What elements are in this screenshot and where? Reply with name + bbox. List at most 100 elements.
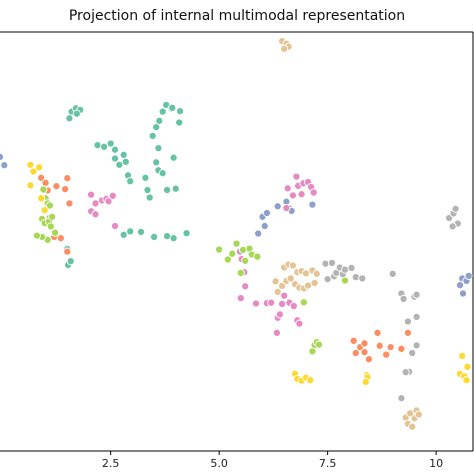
scatter-point-teal xyxy=(169,234,178,243)
scatter-point-gray xyxy=(408,348,417,358)
scatter-point-tan xyxy=(271,277,280,286)
x-ticks: 2.5 5.0 7.5 10 xyxy=(102,451,443,470)
scatter-point-pink xyxy=(251,299,261,308)
scatter-point-tan xyxy=(408,422,417,431)
scatter-point-lime xyxy=(32,231,41,240)
scatter-point-gray xyxy=(327,258,337,267)
scatter-point-yellow xyxy=(458,351,467,360)
scatter-point-pink xyxy=(108,191,117,200)
scatter-point-teal xyxy=(143,185,152,195)
scatter-point-lime xyxy=(314,340,323,349)
scatter-point-teal xyxy=(93,141,102,150)
scatter-point-gray xyxy=(340,265,350,274)
scatter-point-lime xyxy=(45,201,54,210)
scatter-point-tan xyxy=(406,409,415,418)
scatter-point-lime xyxy=(232,239,241,248)
scatter-point-teal xyxy=(176,107,185,116)
scatter-point-pink xyxy=(280,291,289,300)
scatter-point-lime xyxy=(48,212,57,221)
scatter-point-gray xyxy=(401,368,410,377)
scatter-point-teal xyxy=(145,193,154,202)
axes-frame xyxy=(0,31,474,452)
scatter-point-gray xyxy=(321,259,330,268)
scatter-point-tan xyxy=(312,269,321,278)
scatter-point-yellow xyxy=(26,160,35,169)
scatter-point-blue xyxy=(0,161,9,170)
scatter-point-pink xyxy=(236,294,245,303)
scatter-point-pink xyxy=(288,191,297,200)
scatter-point-pink xyxy=(289,301,298,311)
scatter-point-teal xyxy=(150,232,159,241)
scatter-point-tan xyxy=(288,261,297,270)
scatter-point-gray xyxy=(412,290,421,299)
points-layer xyxy=(0,37,473,431)
scatter-point-blue xyxy=(273,202,282,211)
scatter-point-teal xyxy=(155,116,164,125)
x-tick-label: 10 xyxy=(429,457,443,470)
scatter-point-gray xyxy=(403,317,412,326)
scatter-point-yellow xyxy=(462,376,471,385)
scatter-point-blue xyxy=(464,271,473,280)
scatter-point-yellow xyxy=(35,163,44,172)
scatter-point-blue xyxy=(262,208,271,218)
scatter-point-pink xyxy=(278,299,287,308)
scatter-point-orange xyxy=(386,343,395,352)
scatter-point-teal xyxy=(126,227,135,236)
scatter-point-blue xyxy=(308,200,317,209)
scatter-point-orange xyxy=(351,348,360,358)
scatter-point-pink xyxy=(272,328,281,337)
scatter-point-teal xyxy=(126,177,135,186)
scatter-point-pink xyxy=(104,197,113,206)
scatter-point-yellow xyxy=(26,181,35,190)
scatter-point-gray xyxy=(351,273,360,282)
scatter-point-tan xyxy=(286,274,295,283)
scatter-point-orange xyxy=(65,199,74,208)
scatter-point-teal xyxy=(115,160,124,169)
scatter-point-lime xyxy=(253,252,262,261)
x-tick-label: 5.0 xyxy=(210,457,228,470)
scatter-point-pink xyxy=(309,188,318,197)
scatter-point-pink xyxy=(267,298,276,307)
scatter-point-lime xyxy=(51,228,60,237)
scatter-point-gray xyxy=(388,269,397,278)
scatter-point-pink xyxy=(241,282,250,291)
chart-title: Projection of internal multimodal repres… xyxy=(68,8,406,24)
scatter-point-lime xyxy=(238,245,248,254)
scatter-point-orange xyxy=(41,178,50,187)
scatter-point-orange xyxy=(360,348,369,357)
scatter-point-teal xyxy=(148,131,157,140)
scatter-point-tan xyxy=(273,287,282,296)
scatter-point-gray xyxy=(323,275,332,284)
scatter-point-gray xyxy=(397,394,406,403)
x-tick-label: 2.5 xyxy=(102,457,120,470)
scatter-point-orange xyxy=(63,174,72,183)
x-tick-label: 7.5 xyxy=(319,457,337,470)
scatter-point-gray xyxy=(358,274,367,283)
scatter-point-teal xyxy=(152,158,161,167)
scatter-point-gray xyxy=(451,204,460,213)
scatter-point-teal xyxy=(169,153,178,162)
scatter-point-tan xyxy=(414,410,423,419)
scatter-point-teal xyxy=(66,257,75,266)
scatter-point-lime xyxy=(236,268,245,277)
scatter-point-gray xyxy=(399,294,408,303)
scatter-point-orange xyxy=(375,341,384,350)
scatter-point-blue xyxy=(260,221,269,231)
scatter-point-pink xyxy=(91,199,100,208)
scatter-point-orange xyxy=(364,355,373,364)
scatter-point-gray xyxy=(347,263,356,272)
scatter-point-teal xyxy=(154,144,163,153)
scatter-point-teal xyxy=(65,114,74,123)
scatter-point-lime xyxy=(228,249,237,258)
scatter-point-pink xyxy=(282,203,291,213)
scatter-point-gray xyxy=(412,341,421,350)
scatter-point-orange xyxy=(61,185,70,194)
scatter-point-lime xyxy=(241,256,250,265)
scatter-point-yellow xyxy=(40,206,49,215)
scatter-point-orange xyxy=(349,336,358,345)
scatter-point-teal xyxy=(119,230,128,239)
scatter-point-tan xyxy=(280,44,289,53)
scatter-point-tan xyxy=(278,281,287,290)
scatter-point-teal xyxy=(152,123,161,132)
scatter-point-teal xyxy=(136,227,146,236)
